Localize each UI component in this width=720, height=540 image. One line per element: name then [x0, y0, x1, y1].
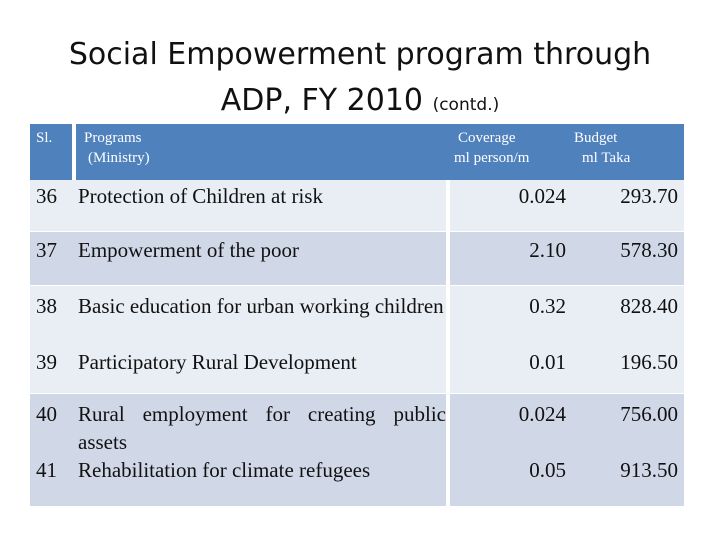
row-number: 38	[36, 294, 57, 318]
program-item: 39 Participatory Rural Development	[36, 348, 446, 376]
row-number: 39	[36, 350, 57, 374]
program-item: 37 Empowerment of the poor	[36, 236, 446, 264]
coverage-value: 0.05	[529, 458, 566, 482]
program-name: Rehabilitation for climate refugees	[78, 458, 371, 482]
table-row: 36 Protection of Children at risk 0.024 …	[30, 180, 684, 232]
row-number: 40	[36, 402, 57, 426]
row-divider	[30, 393, 684, 394]
table-row-group: 40 Rural employment for creating public …	[30, 394, 684, 506]
program-table: Sl. Programs (Ministry) Coverage ml pers…	[30, 124, 684, 506]
budget-value: 756.00	[620, 402, 678, 426]
program-item: 40 Rural employment for creating public …	[36, 400, 446, 456]
program-name: Basic education for urban working childr…	[78, 294, 444, 318]
header-budget: Budget ml Taka	[574, 128, 630, 168]
column-separator	[446, 286, 450, 394]
program-name: Protection of Children at risk	[78, 184, 323, 208]
header-budget-line2: ml Taka	[582, 150, 631, 166]
program-name: Participatory Rural Development	[78, 350, 357, 374]
coverage-value: 2.10	[529, 238, 566, 262]
title-line-2: ADP, FY 2010 (contd.)	[40, 78, 680, 128]
header-separator	[72, 124, 76, 180]
budget-value: 293.70	[620, 184, 678, 208]
table-row: 37 Empowerment of the poor 2.10 578.30	[30, 232, 684, 286]
budget-value: 828.40	[620, 294, 678, 318]
header-programs: Programs (Ministry)	[84, 128, 150, 168]
coverage-value: 0.01	[529, 350, 566, 374]
coverage-value: 0.024	[518, 184, 566, 208]
header-coverage-line2: ml person/m	[454, 150, 530, 166]
row-number: 41	[36, 458, 57, 482]
budget-value: 913.50	[620, 458, 678, 482]
title-line-1: Social Empowerment program through	[68, 37, 652, 72]
header-sl: Sl.	[36, 130, 53, 146]
budget-value: 578.30	[620, 238, 678, 262]
slide-title: Social Empowerment program through ADP, …	[40, 32, 680, 128]
row-number: 37	[36, 238, 57, 262]
title-suffix: (contd.)	[432, 95, 500, 115]
program-item: 36 Protection of Children at risk	[36, 182, 446, 210]
program-name: Empowerment of the poor	[78, 238, 300, 262]
header-coverage: Coverage ml person/m	[454, 128, 529, 168]
program-item: 41 Rehabilitation for climate refugees	[36, 456, 446, 484]
column-separator	[446, 394, 450, 506]
column-separator	[446, 180, 450, 232]
header-budget-line1: Budget	[574, 130, 618, 146]
program-item: 38 Basic education for urban working chi…	[36, 292, 446, 320]
coverage-value: 0.32	[529, 294, 566, 318]
row-divider	[30, 285, 684, 286]
budget-value: 196.50	[620, 350, 678, 374]
table-row-group: 38 Basic education for urban working chi…	[30, 286, 684, 394]
header-programs-line1: Programs	[84, 130, 142, 146]
title-main-text: ADP, FY 2010	[220, 83, 424, 118]
header-coverage-line1: Coverage	[458, 130, 516, 146]
table-header: Sl. Programs (Ministry) Coverage ml pers…	[30, 124, 684, 180]
row-number: 36	[36, 184, 57, 208]
row-divider	[30, 231, 684, 232]
coverage-value: 0.024	[518, 402, 566, 426]
column-separator	[446, 232, 450, 286]
header-programs-line2: (Ministry)	[88, 150, 150, 166]
program-name: Rural employment for creating public ass…	[78, 402, 446, 454]
